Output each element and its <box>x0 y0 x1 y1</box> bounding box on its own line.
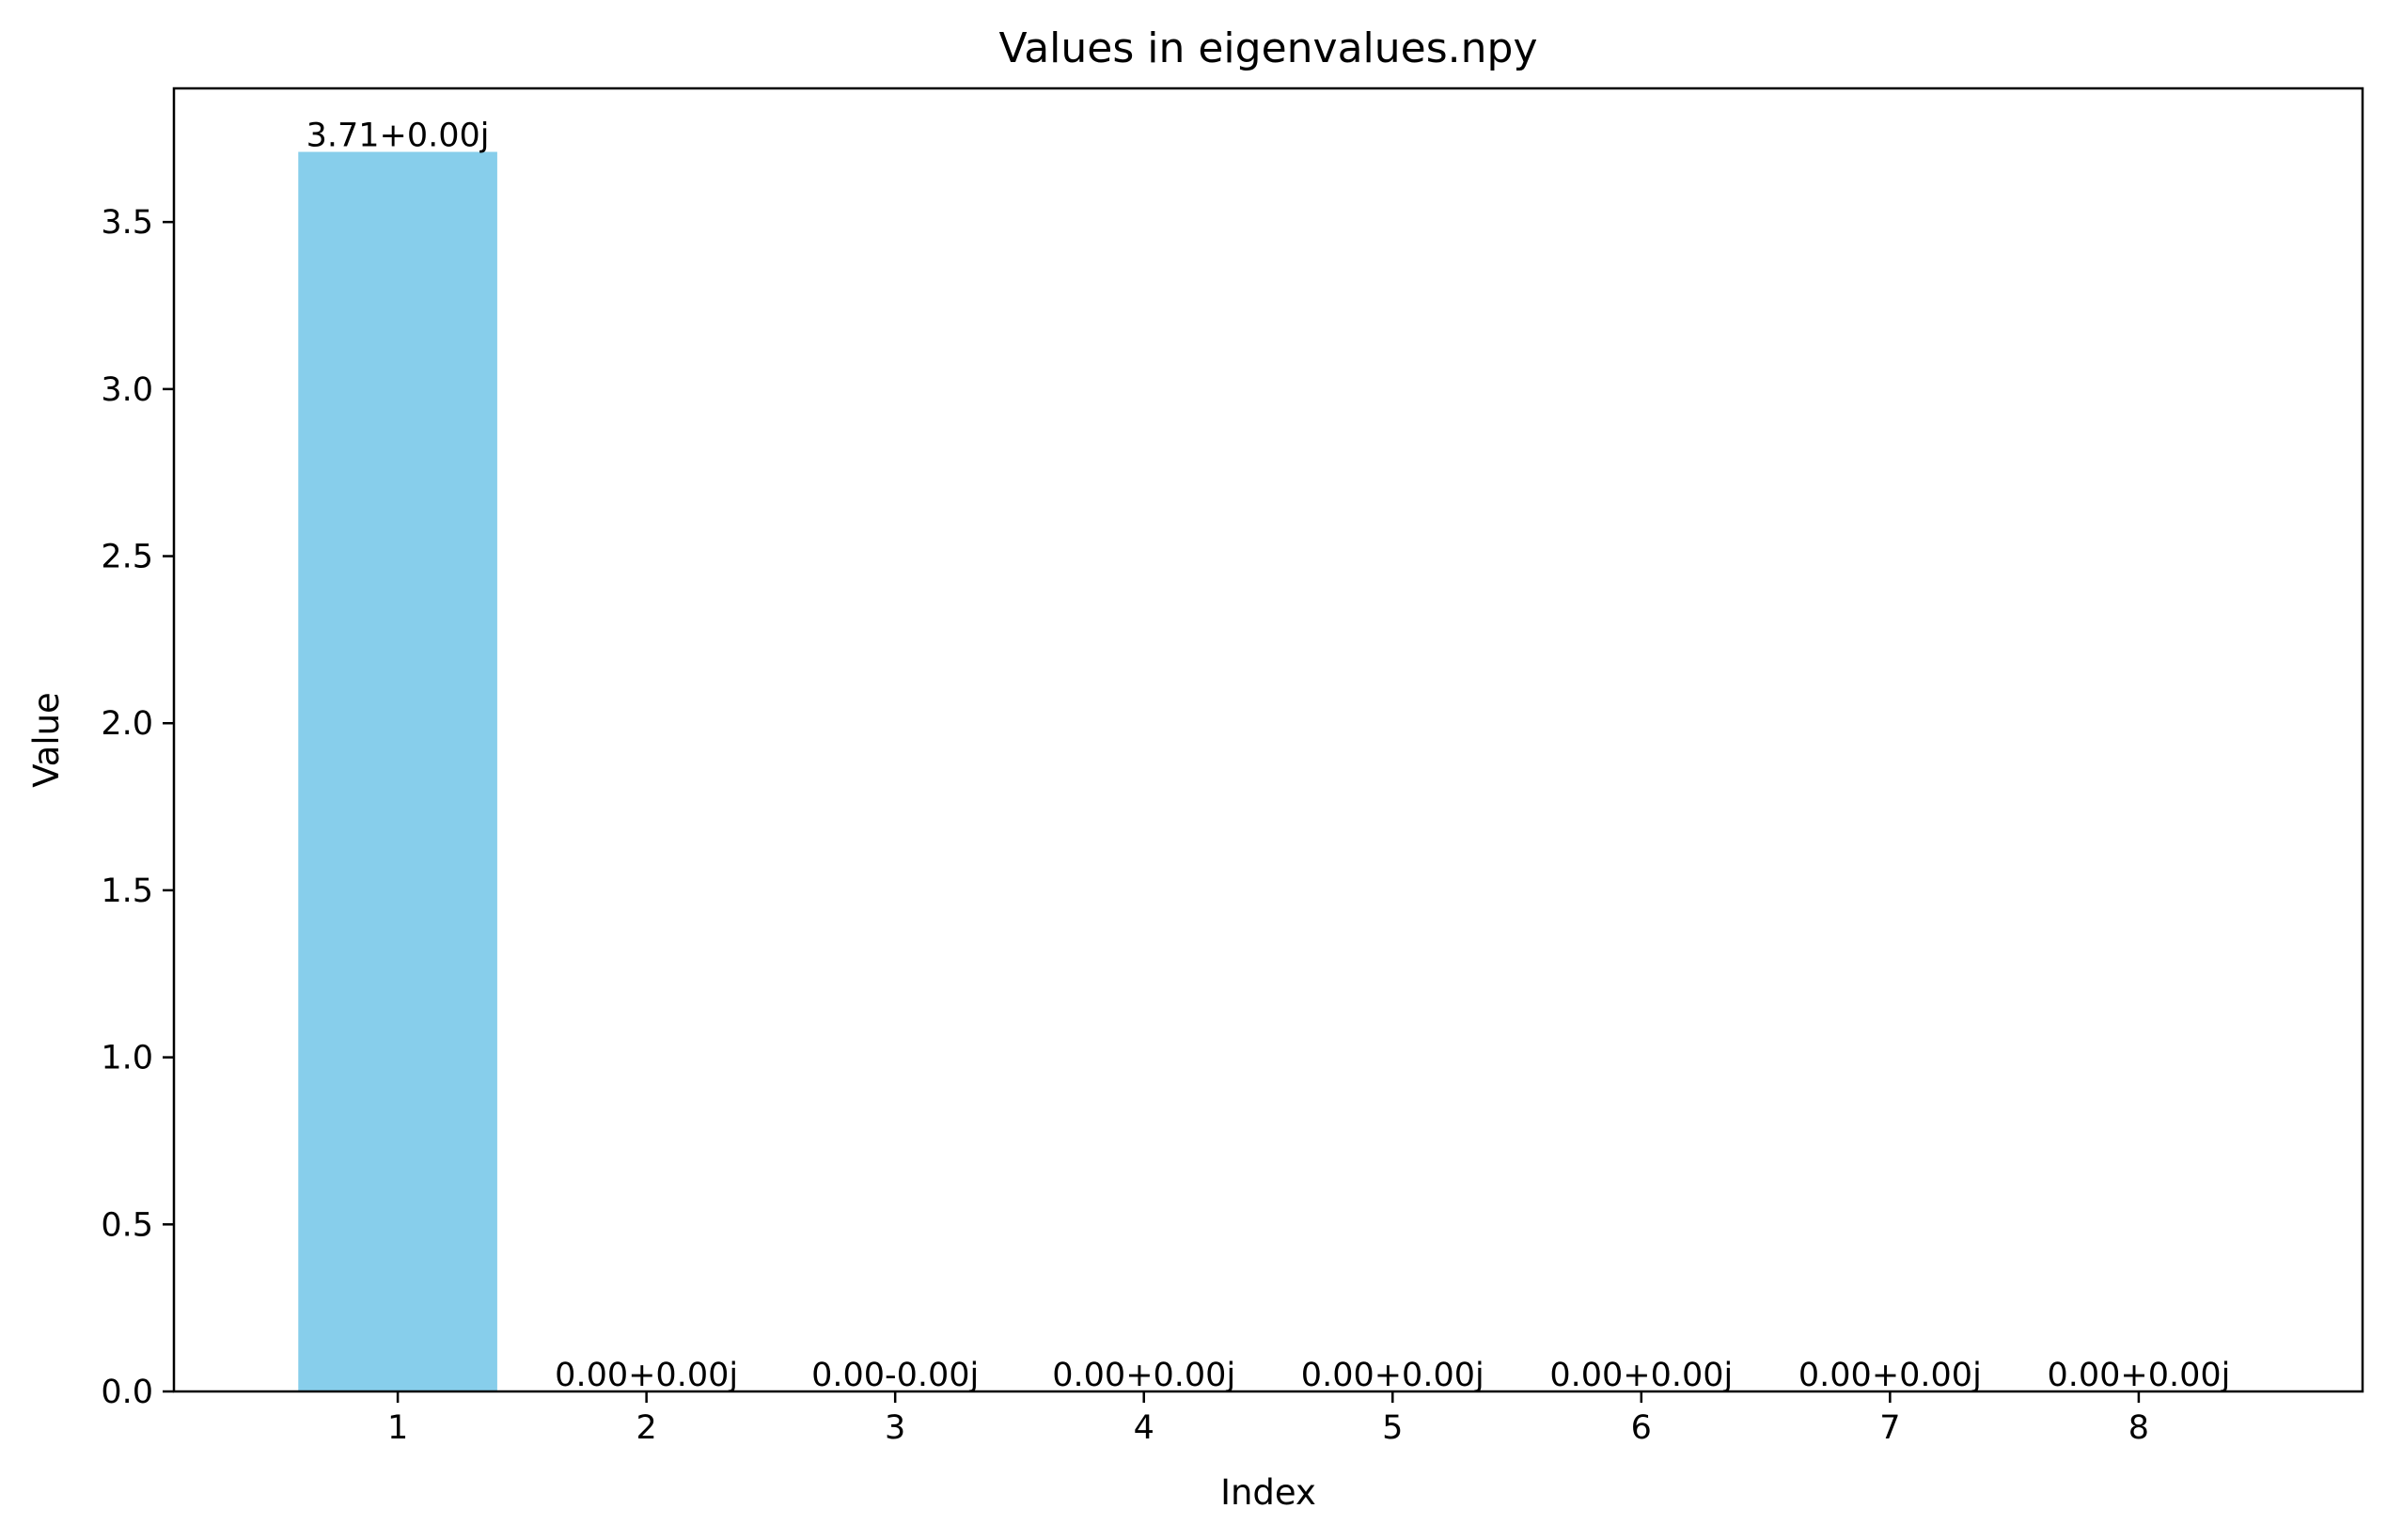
data-label-1: 3.71+0.00j <box>306 118 490 155</box>
x-tick-label-5: 5 <box>1382 1409 1403 1447</box>
y-tick-label-7: 3.5 <box>101 204 153 242</box>
x-tick-label-1: 1 <box>387 1409 408 1447</box>
data-label-6: 0.00+0.00j <box>1549 1357 1733 1394</box>
x-tick-label-6: 6 <box>1631 1409 1652 1447</box>
x-tick-label-2: 2 <box>636 1409 656 1447</box>
y-tick-label-3: 1.5 <box>101 872 153 910</box>
bar-1 <box>298 151 497 1391</box>
x-axis: 1 2 3 4 5 6 7 8 <box>387 1391 2149 1447</box>
x-tick-label-8: 8 <box>2128 1409 2149 1447</box>
x-tick-label-4: 4 <box>1134 1409 1154 1447</box>
y-tick-label-2: 1.0 <box>101 1040 153 1077</box>
data-label-7: 0.00+0.00j <box>1798 1357 1982 1394</box>
y-tick-label-0: 0.0 <box>101 1374 153 1411</box>
data-label-5: 0.00+0.00j <box>1301 1357 1484 1394</box>
data-label-2: 0.00+0.00j <box>555 1357 738 1394</box>
data-labels-group: 3.71+0.00j 0.00+0.00j 0.00-0.00j 0.00+0.00j… <box>306 118 2231 1394</box>
y-tick-label-4: 2.0 <box>101 705 153 743</box>
y-axis: 0.0 0.5 1.0 1.5 2.0 2.5 3.0 3.5 <box>101 204 174 1411</box>
y-tick-label-1: 0.5 <box>101 1206 153 1244</box>
data-label-4: 0.00+0.00j <box>1052 1357 1235 1394</box>
y-tick-label-6: 3.0 <box>101 371 153 409</box>
bars-group <box>298 151 497 1391</box>
x-tick-label-3: 3 <box>885 1409 905 1447</box>
x-tick-label-7: 7 <box>1879 1409 1900 1447</box>
plot-frame <box>172 86 2364 1393</box>
y-tick-label-5: 2.5 <box>101 539 153 576</box>
chart-title: Values in eigenvalues.npy <box>999 24 1538 72</box>
y-axis-label: Value <box>26 692 67 788</box>
data-label-8: 0.00+0.00j <box>2047 1357 2230 1394</box>
data-label-3: 0.00-0.00j <box>811 1357 979 1394</box>
x-axis-label: Index <box>1220 1472 1316 1513</box>
